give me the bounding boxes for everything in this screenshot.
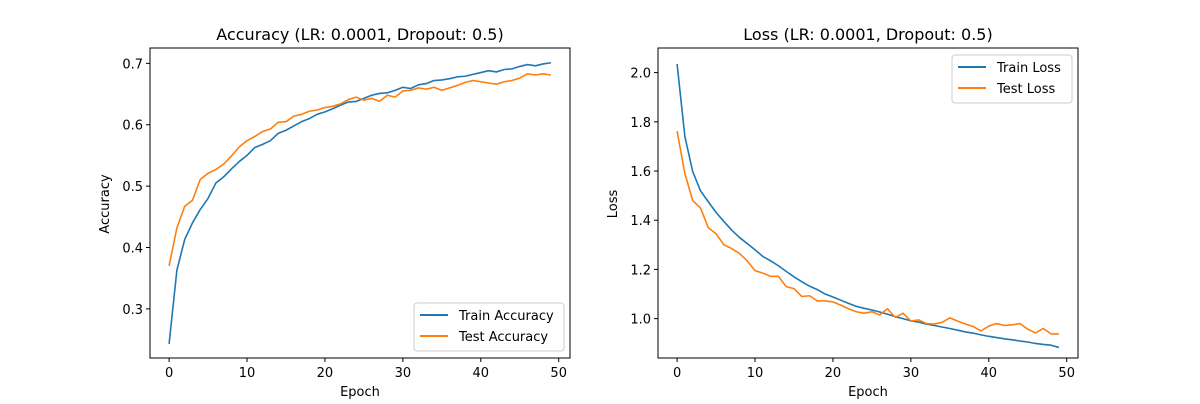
accuracy-y-tick-label: 0.3 bbox=[122, 303, 143, 318]
accuracy-chart: Accuracy (LR: 0.0001, Dropout: 0.5) Epoc… bbox=[98, 25, 571, 400]
accuracy-y-tick-label: 0.4 bbox=[122, 242, 143, 257]
loss-legend-label-test: Test Loss bbox=[996, 82, 1055, 97]
loss-y-axis-label: Loss bbox=[606, 190, 621, 219]
accuracy-x-axis-label: Epoch bbox=[340, 385, 380, 400]
loss-x-tick-label: 50 bbox=[1058, 366, 1075, 381]
loss-x-tick-label: 10 bbox=[747, 366, 764, 381]
accuracy-series-line-train-accuracy bbox=[168, 61, 552, 344]
accuracy-x-tick-label: 10 bbox=[239, 366, 256, 381]
loss-chart: Loss (LR: 0.0001, Dropout: 0.5) Epoch Lo… bbox=[606, 25, 1079, 400]
loss-series-line-test-loss bbox=[676, 131, 1059, 335]
loss-series-lines bbox=[676, 63, 1060, 349]
loss-y-tick-label: 1.0 bbox=[630, 313, 651, 328]
loss-y-tick-label: 1.6 bbox=[630, 165, 651, 180]
loss-legend-label-train: Train Loss bbox=[996, 61, 1061, 76]
loss-plot-frame bbox=[657, 47, 1079, 359]
accuracy-x-tick-label: 40 bbox=[473, 366, 490, 381]
accuracy-y-tick-label: 0.5 bbox=[122, 180, 143, 195]
accuracy-legend-label-train: Train Accuracy bbox=[458, 309, 554, 324]
accuracy-axis-ticks: 0 10 20 30 40 50 0.3 0.4 0.5 0.6 0.7 bbox=[122, 57, 567, 381]
loss-chart-title: Loss (LR: 0.0001, Dropout: 0.5) bbox=[743, 25, 992, 44]
loss-y-tick-label: 1.8 bbox=[630, 116, 651, 131]
loss-x-axis-label: Epoch bbox=[848, 385, 888, 400]
loss-legend: Train Loss Test Loss bbox=[951, 54, 1073, 104]
accuracy-legend-label-test: Test Accuracy bbox=[458, 330, 548, 345]
loss-y-tick-label: 1.4 bbox=[630, 214, 651, 229]
accuracy-x-tick-label: 50 bbox=[550, 366, 567, 381]
accuracy-y-tick-label: 0.7 bbox=[122, 57, 143, 72]
accuracy-x-tick-label: 0 bbox=[165, 366, 173, 381]
accuracy-y-axis-label: Accuracy bbox=[98, 174, 113, 234]
loss-axis-ticks: 0 10 20 30 40 50 1.0 1.2 1.4 1.6 1.8 2.0 bbox=[630, 67, 1075, 381]
loss-x-tick-label: 40 bbox=[981, 366, 998, 381]
accuracy-y-tick-label: 0.6 bbox=[122, 119, 143, 134]
loss-x-tick-label: 30 bbox=[903, 366, 920, 381]
accuracy-plot-frame bbox=[149, 47, 571, 359]
accuracy-x-tick-label: 30 bbox=[395, 366, 412, 381]
loss-series-line-train-loss bbox=[676, 63, 1060, 349]
accuracy-legend-box bbox=[413, 302, 565, 352]
accuracy-series-lines bbox=[168, 61, 552, 344]
loss-x-tick-label: 0 bbox=[673, 366, 681, 381]
loss-y-tick-label: 2.0 bbox=[630, 67, 651, 82]
accuracy-legend: Train Accuracy Test Accuracy bbox=[413, 302, 565, 352]
loss-x-tick-label: 20 bbox=[825, 366, 842, 381]
accuracy-chart-title: Accuracy (LR: 0.0001, Dropout: 0.5) bbox=[216, 25, 503, 44]
accuracy-x-tick-label: 20 bbox=[317, 366, 334, 381]
accuracy-series-line-test-accuracy bbox=[168, 72, 552, 267]
loss-y-tick-label: 1.2 bbox=[630, 263, 651, 278]
